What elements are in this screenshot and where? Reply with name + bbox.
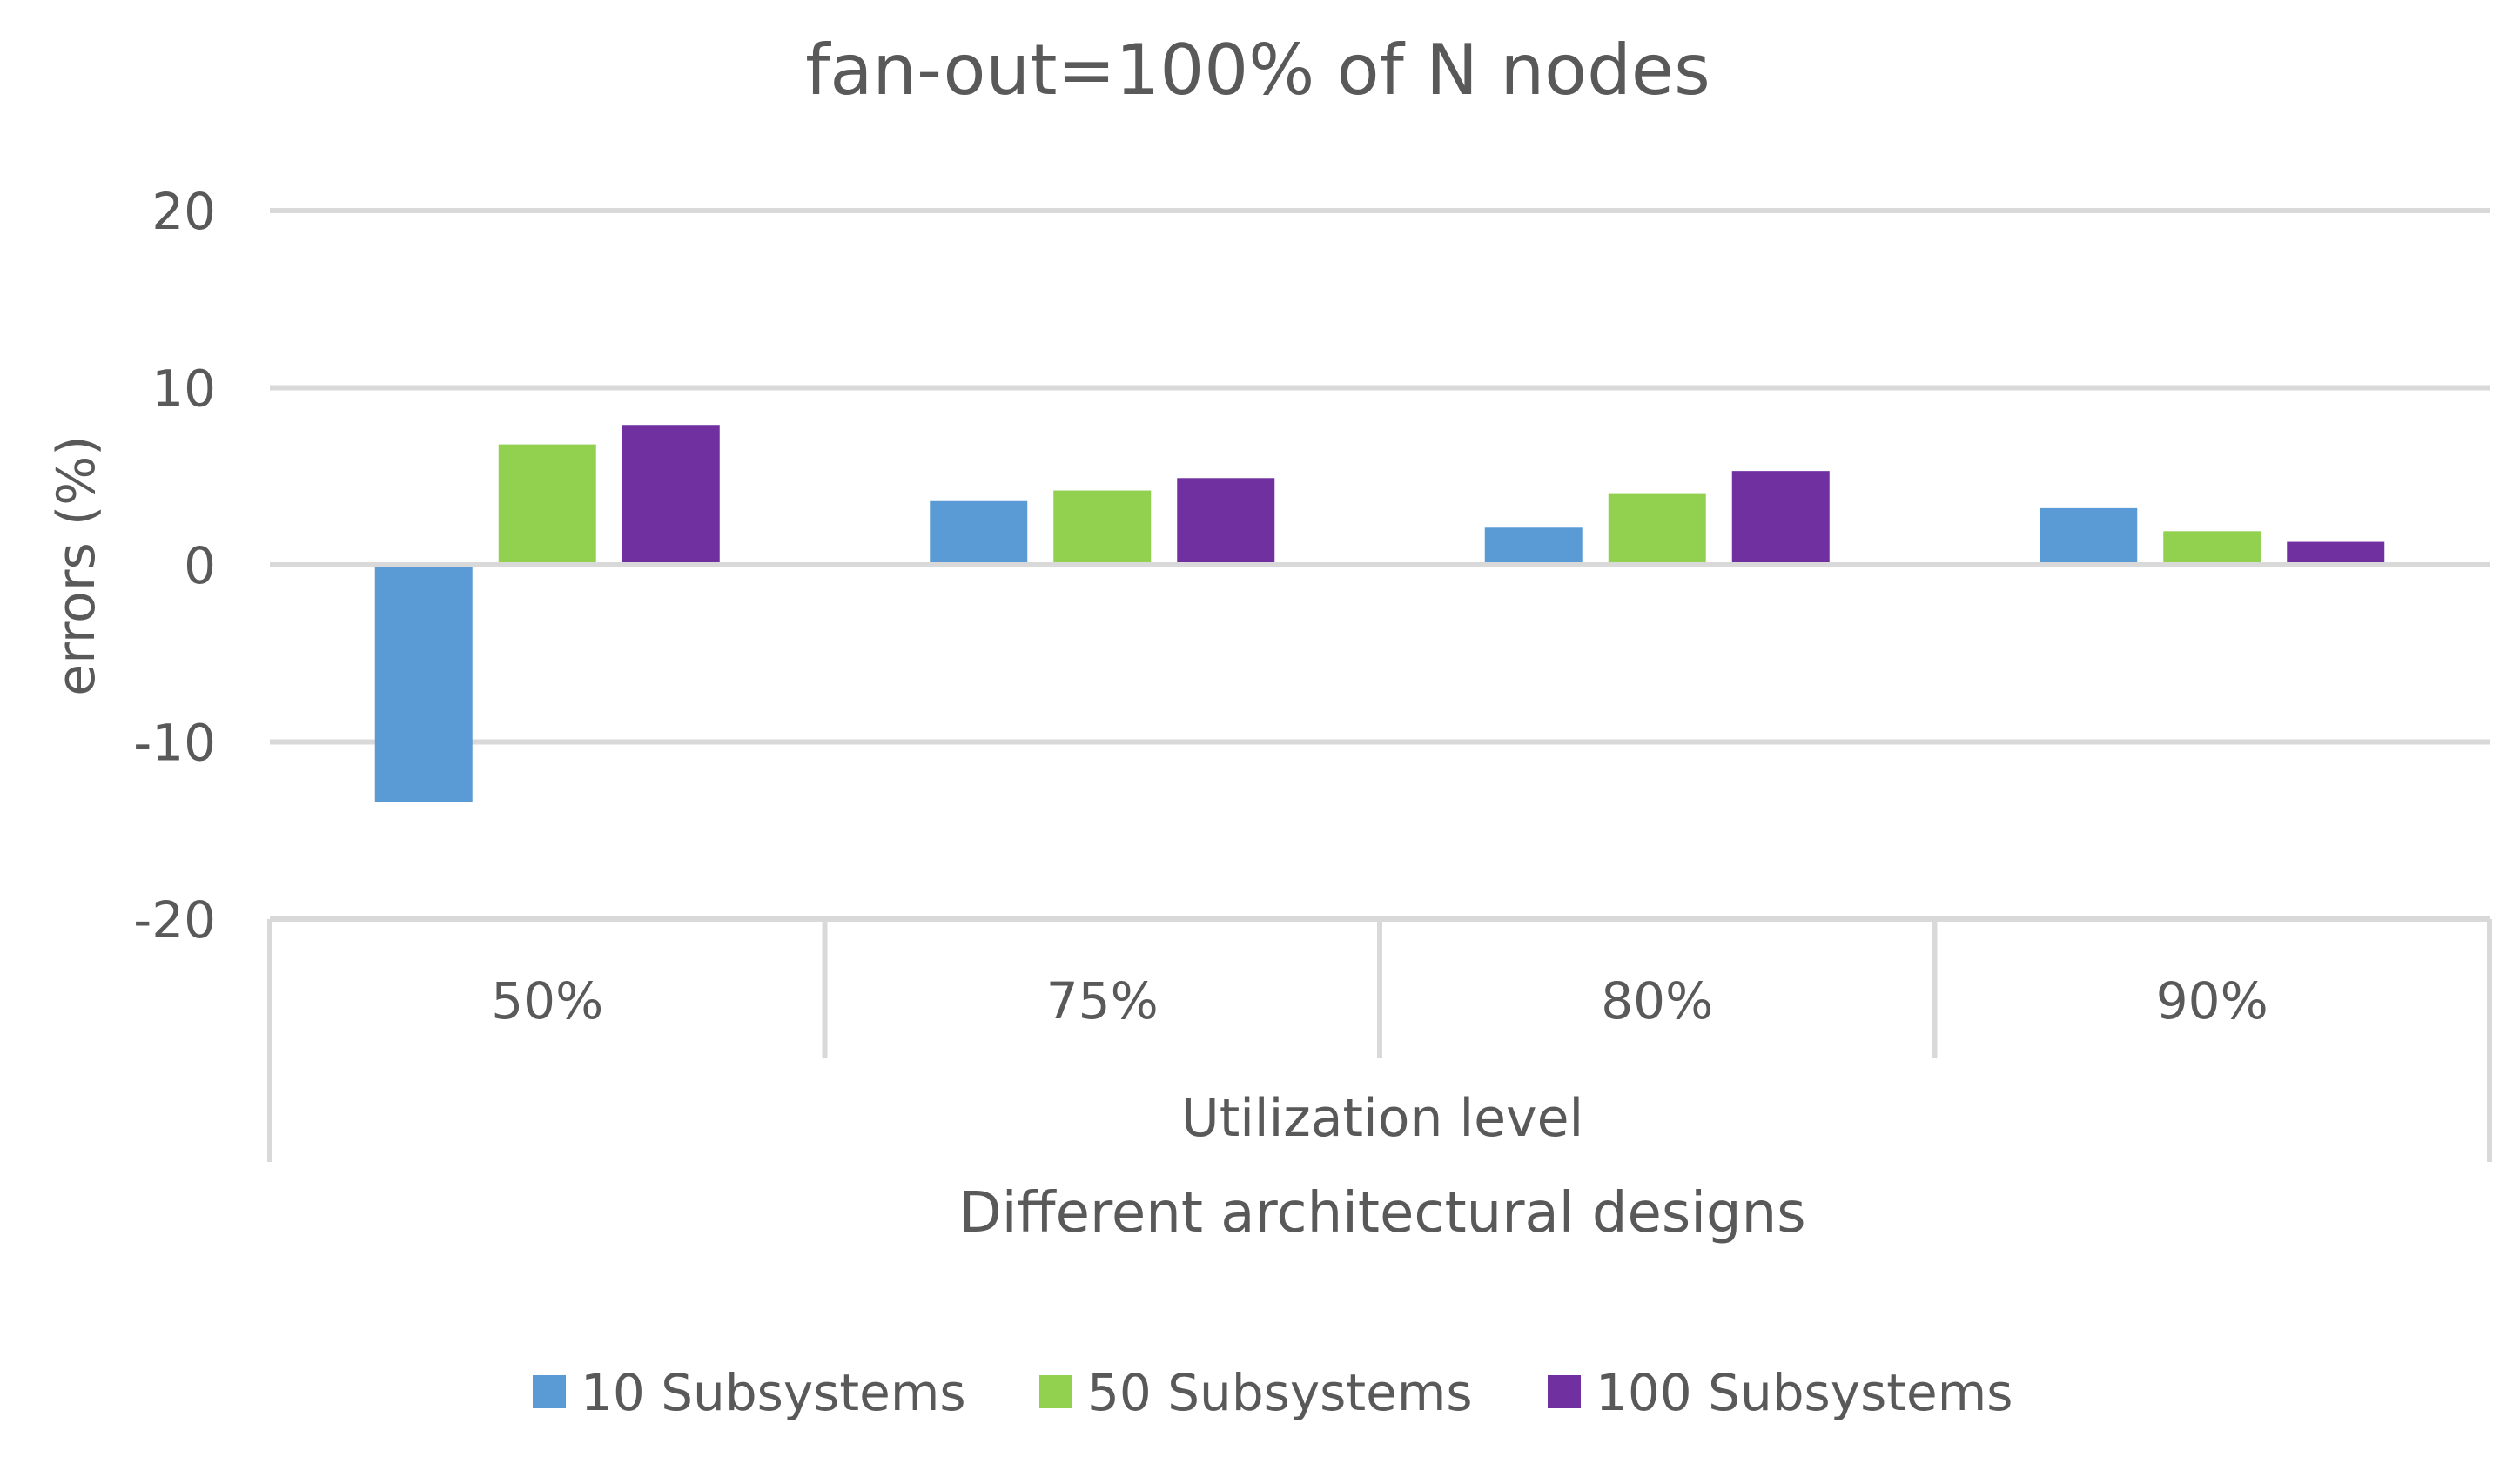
y-tick-label: 0 [184, 536, 216, 595]
legend-label: 10 Subsystems [581, 1363, 966, 1422]
bar-10-subsystems-80pct [1484, 527, 1583, 565]
legend: 10 Subsystems 50 Subsystems 100 Subsystems [533, 1363, 2013, 1422]
bar-100-subsystems-80pct [1731, 471, 1830, 565]
x-tick-label: 90% [2156, 971, 2268, 1031]
x-tick-label: 75% [1046, 971, 1159, 1031]
legend-item: 100 Subsystems [1548, 1363, 2013, 1422]
bar-50-subsystems-90pct [2163, 531, 2261, 565]
bar-10-subsystems-90pct [2040, 507, 2138, 565]
x-tick-label: 50% [491, 971, 603, 1031]
legend-swatch [1548, 1375, 1581, 1408]
y-tick-label: -20 [133, 890, 216, 950]
bar-10-subsystems-50pct [374, 565, 473, 802]
legend-label: 50 Subsystems [1087, 1363, 1473, 1422]
legend-label: 100 Subsystems [1596, 1363, 2013, 1422]
bar-10-subsystems-75pct [930, 500, 1028, 565]
legend-swatch [533, 1375, 566, 1408]
legend-swatch [1039, 1375, 1072, 1408]
legend-item: 10 Subsystems [533, 1363, 966, 1422]
y-tick-label: 20 [151, 182, 216, 241]
x-tick-label: 80% [1601, 971, 1713, 1031]
category-axis-frame [267, 919, 2492, 1162]
x-axis-label-inner: Utilization level [1181, 1088, 1583, 1149]
bar-100-subsystems-50pct [622, 425, 720, 565]
bar-50-subsystems-80pct [1608, 494, 1706, 565]
bar-50-subsystems-50pct [498, 444, 596, 565]
bar-50-subsystems-75pct [1053, 490, 1152, 565]
x-tick-labels: 50% 75% 80% 90% [491, 971, 2268, 1031]
bar-100-subsystems-90pct [2287, 541, 2385, 565]
y-tick-label: -10 [133, 714, 216, 773]
legend-item: 50 Subsystems [1039, 1363, 1473, 1422]
bars [270, 425, 2490, 802]
y-axis-label: errors (%) [46, 435, 107, 695]
y-tick-labels: 20 10 0 -10 -20 [133, 182, 216, 950]
y-tick-label: 10 [151, 359, 216, 419]
bar-100-subsystems-75pct [1177, 478, 1275, 565]
x-axis-label-outer: Different architectural designs [958, 1181, 1805, 1246]
chart-title: fan-out=100% of N nodes [805, 30, 1710, 111]
